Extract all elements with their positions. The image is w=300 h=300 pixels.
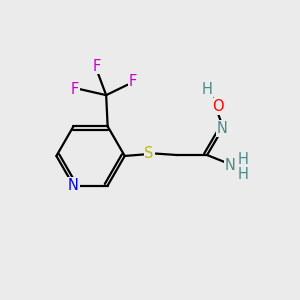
Text: F: F [129,74,137,89]
Text: H: H [237,152,248,167]
Text: H: H [202,82,212,97]
Text: F: F [93,58,101,74]
Text: N: N [217,121,227,136]
Text: N: N [225,158,236,173]
Text: H: H [237,167,248,182]
Text: F: F [70,82,79,97]
Text: S: S [144,146,154,161]
Text: O: O [212,99,223,114]
Text: N: N [68,178,79,193]
